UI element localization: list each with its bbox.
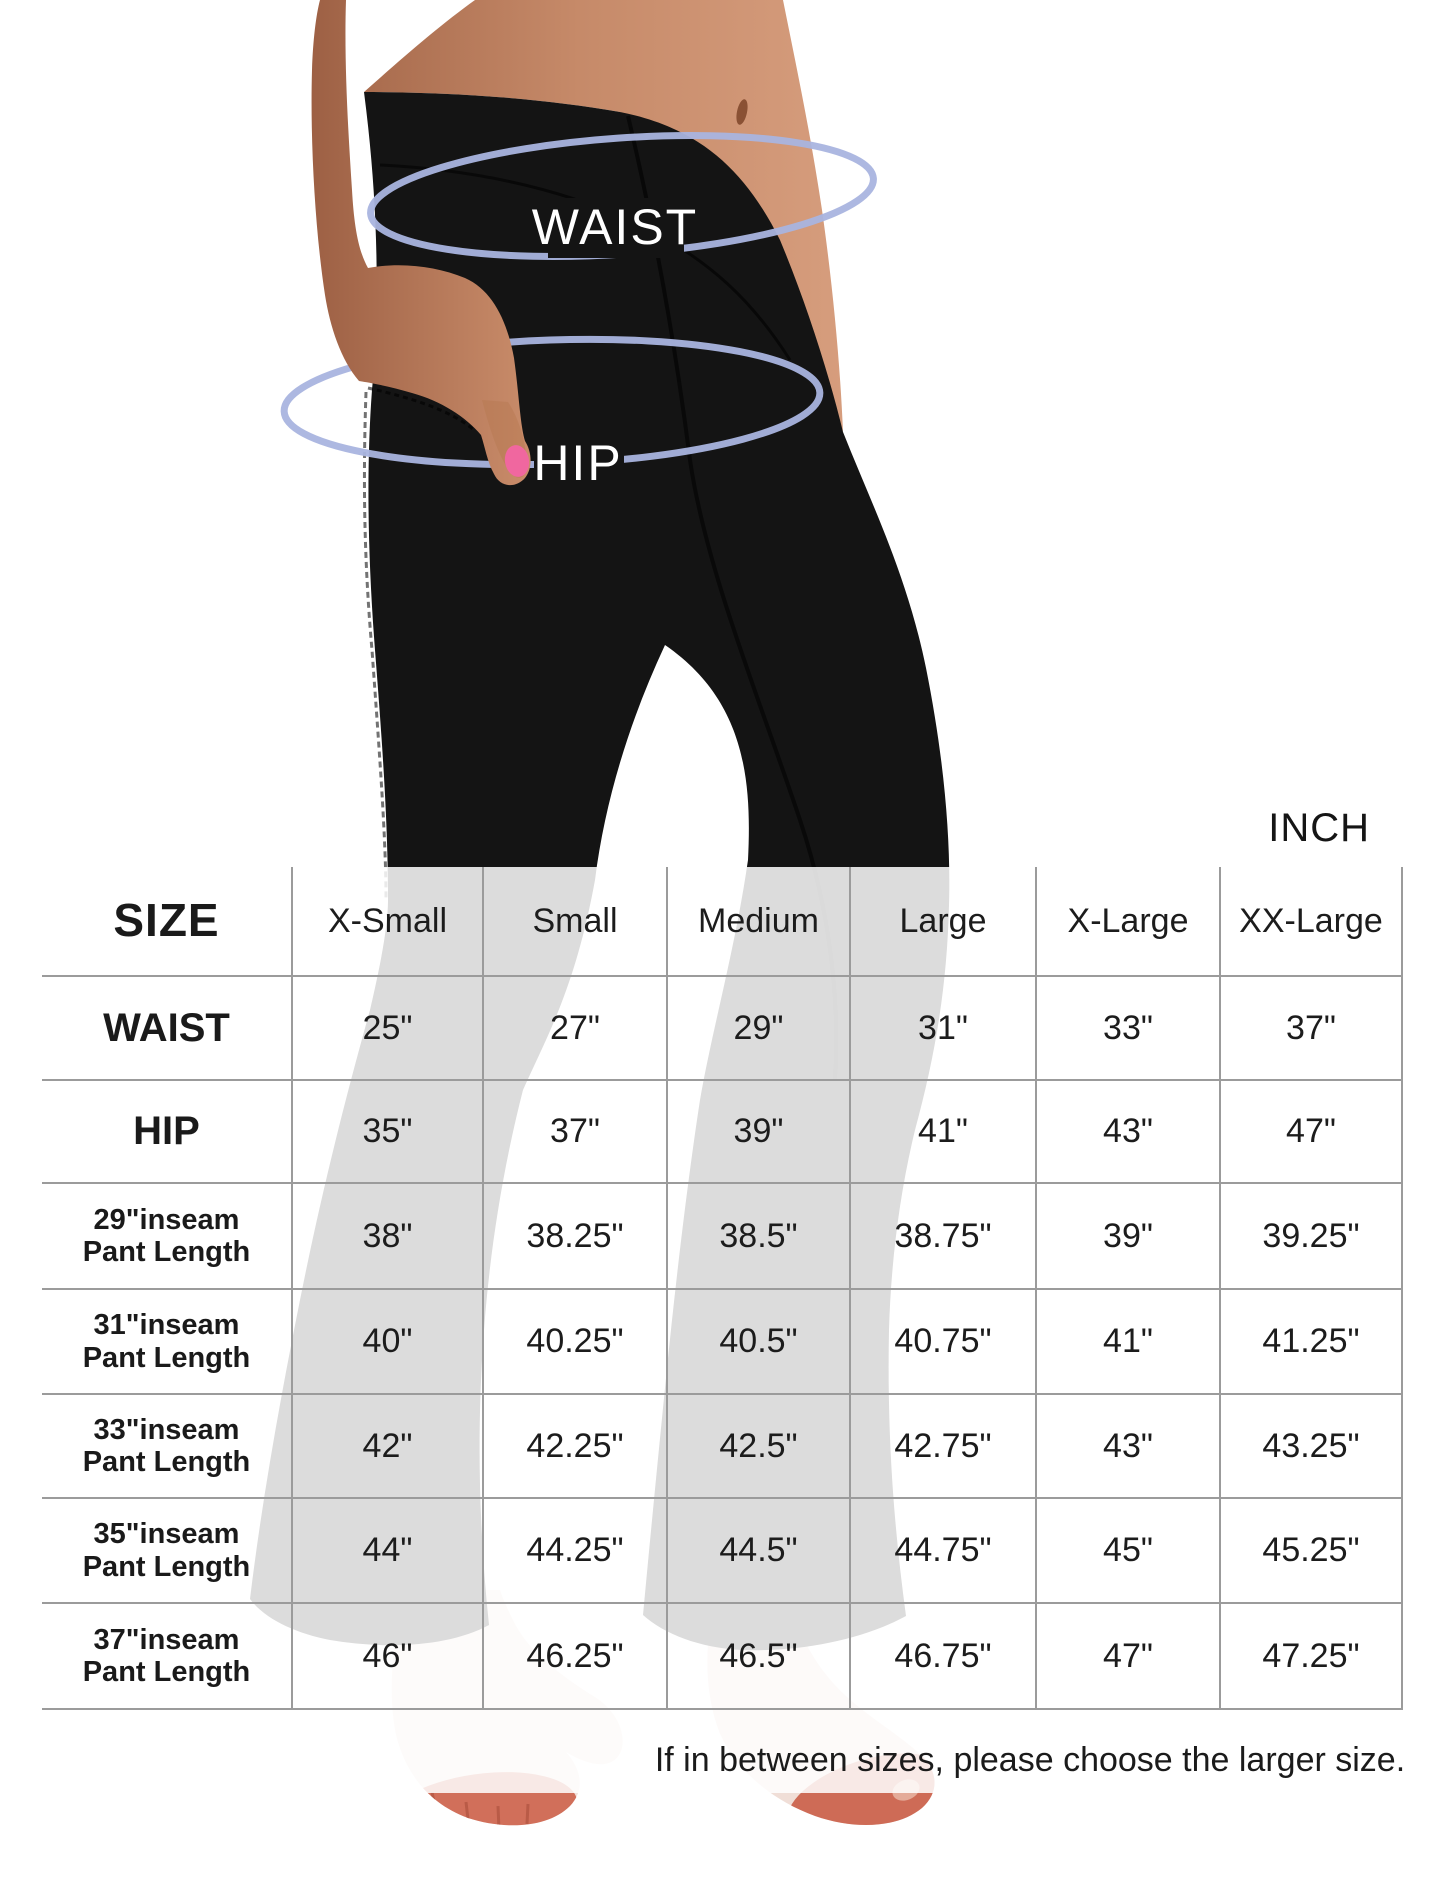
- model-arm: [311, 0, 531, 486]
- row-label: 35"inseam Pant Length: [42, 1499, 293, 1604]
- size-value-cell: 44.25": [484, 1499, 668, 1604]
- size-value-cell: 42.25": [484, 1395, 668, 1499]
- row-label: 31"inseam Pant Length: [42, 1290, 293, 1395]
- unit-label: INCH: [1268, 806, 1370, 850]
- size-value-cell: 46.5": [668, 1604, 851, 1710]
- size-value-cell: 42.75": [851, 1395, 1037, 1499]
- size-value-cell: 27": [484, 977, 668, 1081]
- size-value-cell: 38": [293, 1184, 484, 1290]
- row-label-line2: Pant Length: [82, 1550, 251, 1583]
- hip-tape-label: HIP: [533, 435, 622, 491]
- size-value-cell: 37": [484, 1081, 668, 1184]
- size-value-cell: 43.25": [1221, 1395, 1403, 1499]
- table-row-waist: WAIST 25" 27" 29" 31" 33" 37": [42, 977, 1403, 1081]
- model-torso: [364, 0, 843, 432]
- column-header-xx-large: XX-Large: [1221, 867, 1403, 977]
- size-value-cell: 40.25": [484, 1290, 668, 1395]
- navel: [736, 99, 748, 125]
- table-row-35-inseam: 35"inseam Pant Length 44" 44.25" 44.5" 4…: [42, 1499, 1403, 1604]
- waist-tape-label: WAIST: [532, 199, 698, 255]
- column-header-medium: Medium: [668, 867, 851, 977]
- table-row-hip: HIP 35" 37" 39" 41" 43" 47": [42, 1081, 1403, 1184]
- size-value-cell: 38.75": [851, 1184, 1037, 1290]
- row-label: 29"inseam Pant Length: [42, 1184, 293, 1290]
- sizing-note: If in between sizes, please choose the l…: [654, 1741, 1406, 1779]
- size-value-cell: 40.75": [851, 1290, 1037, 1395]
- size-value-cell: 41": [1037, 1290, 1221, 1395]
- table-row-33-inseam: 33"inseam Pant Length 42" 42.25" 42.5" 4…: [42, 1395, 1403, 1499]
- column-header-large: Large: [851, 867, 1037, 977]
- size-value-cell: 45": [1037, 1499, 1221, 1604]
- table-row-37-inseam: 37"inseam Pant Length 46" 46.25" 46.5" 4…: [42, 1604, 1403, 1710]
- size-value-cell: 47.25": [1221, 1604, 1403, 1710]
- size-value-cell: 37": [1221, 977, 1403, 1081]
- table-header-row: SIZE X-Small Small Medium Large X-Large …: [42, 867, 1403, 977]
- row-label: HIP: [42, 1081, 293, 1184]
- table-wash-overlay: [28, 867, 1416, 1793]
- row-label-line2: Pant Length: [82, 1446, 251, 1478]
- row-label: 37"inseam Pant Length: [42, 1604, 293, 1710]
- column-header-small: Small: [484, 867, 668, 977]
- row-label-line2: Pant Length: [82, 1656, 251, 1688]
- size-value-cell: 47": [1221, 1081, 1403, 1184]
- row-label-line2: Pant Length: [82, 1341, 251, 1374]
- size-value-cell: 38.25": [484, 1184, 668, 1290]
- table-corner-label: SIZE: [42, 867, 293, 977]
- size-value-cell: 47": [1037, 1604, 1221, 1710]
- tape-label-gaps: [534, 198, 684, 488]
- size-value-cell: 44.75": [851, 1499, 1037, 1604]
- size-value-cell: 42": [293, 1395, 484, 1499]
- size-value-cell: 29": [668, 977, 851, 1081]
- size-value-cell: 39.25": [1221, 1184, 1403, 1290]
- size-value-cell: 38.5": [668, 1184, 851, 1290]
- size-value-cell: 25": [293, 977, 484, 1081]
- row-label-line1: 33"inseam: [93, 1413, 240, 1446]
- column-header-x-small: X-Small: [293, 867, 484, 977]
- row-label-line1: 31"inseam: [93, 1309, 240, 1342]
- size-value-cell: 42.5": [668, 1395, 851, 1499]
- size-value-cell: 44.5": [668, 1499, 851, 1604]
- size-value-cell: 35": [293, 1081, 484, 1184]
- size-value-cell: 33": [1037, 977, 1221, 1081]
- size-value-cell: 46.25": [484, 1604, 668, 1710]
- thumb-nail: [504, 445, 530, 477]
- size-value-cell: 46.75": [851, 1604, 1037, 1710]
- size-value-cell: 43": [1037, 1395, 1221, 1499]
- column-header-x-large: X-Large: [1037, 867, 1221, 977]
- size-value-cell: 44": [293, 1499, 484, 1604]
- size-value-cell: 40": [293, 1290, 484, 1395]
- table-row-29-inseam: 29"inseam Pant Length 38" 38.25" 38.5" 3…: [42, 1184, 1403, 1290]
- size-table: SIZE X-Small Small Medium Large X-Large …: [42, 867, 1403, 1710]
- size-value-cell: 39": [1037, 1184, 1221, 1290]
- row-label: WAIST: [42, 977, 293, 1081]
- row-label-line1: 35"inseam: [93, 1518, 240, 1551]
- row-label: 33"inseam Pant Length: [42, 1395, 293, 1499]
- size-value-cell: 39": [668, 1081, 851, 1184]
- size-value-cell: 45.25": [1221, 1499, 1403, 1604]
- row-label-line1: 29"inseam: [93, 1203, 240, 1236]
- size-value-cell: 46": [293, 1604, 484, 1710]
- size-value-cell: 43": [1037, 1081, 1221, 1184]
- size-value-cell: 41.25": [1221, 1290, 1403, 1395]
- table-row-31-inseam: 31"inseam Pant Length 40" 40.25" 40.5" 4…: [42, 1290, 1403, 1395]
- size-value-cell: 41": [851, 1081, 1037, 1184]
- size-value-cell: 40.5": [668, 1290, 851, 1395]
- row-label-line2: Pant Length: [82, 1236, 251, 1268]
- row-label-line1: 37"inseam: [93, 1623, 240, 1656]
- size-value-cell: 31": [851, 977, 1037, 1081]
